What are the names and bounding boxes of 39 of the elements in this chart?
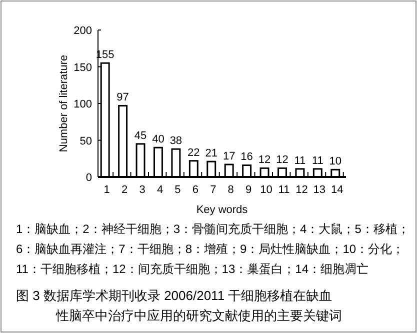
data-label: 12 — [258, 154, 271, 166]
y-tick-label: 150 — [74, 62, 92, 74]
x-tick-label: 7 — [210, 184, 216, 196]
y-tick-label: 100 — [74, 98, 92, 110]
data-label: 38 — [170, 135, 182, 148]
x-tick-label: 3 — [139, 184, 146, 196]
text: 性脑卒中治疗中应用的研究文献使用的主要关键词 — [55, 308, 342, 323]
caption: 图 3 数据库学术期刊收录 2006/2011 干细胞移植在缺血 — [16, 288, 332, 303]
data-label: 21 — [205, 148, 218, 160]
data-label: 11 — [312, 154, 324, 167]
x-tick-label: 10 — [260, 184, 272, 196]
y-axis-title: Number of literature — [58, 54, 70, 152]
data-label: 17 — [222, 150, 236, 163]
y-tick-label: 0 — [86, 172, 92, 184]
data-label: 97 — [116, 92, 129, 104]
x-tick-label: 12 — [296, 184, 308, 196]
x-tick-label: 4 — [156, 184, 164, 196]
data-label: 12 — [276, 154, 288, 166]
x-tick-label: 11 — [278, 184, 290, 196]
x-tick-label: 1 — [104, 184, 110, 196]
x-tick-label: 2 — [122, 184, 128, 196]
x-tick-label: 8 — [228, 184, 234, 196]
data-label: 11 — [294, 154, 306, 167]
x-tick-label: 9 — [246, 184, 252, 196]
x-tick-label: 13 — [313, 184, 326, 196]
x-axis-title: Key words — [196, 204, 248, 216]
y-tick-label: 50 — [80, 135, 92, 148]
x-tick-label: 6 — [192, 184, 198, 196]
text: 1：脑缺血；2：神经干细胞；3：骨髓间充质干细胞；4：大鼠；5：移植； — [16, 222, 410, 236]
data-label: 10 — [329, 156, 342, 168]
text: 11：干细胞移植；12：间充质干细胞；13：巢蛋白；14：细胞凋亡 — [16, 262, 368, 276]
data-label: 22 — [188, 146, 200, 159]
data-label: 16 — [240, 151, 253, 164]
data-label: 40 — [152, 134, 164, 146]
y-tick-label: 200 — [74, 25, 92, 37]
data-label: 45 — [134, 130, 147, 142]
x-tick-label: 14 — [331, 184, 344, 196]
x-tick-label: 5 — [174, 184, 181, 196]
text: 6：脑缺血再灌注；7：干细胞；8：增殖；9：局灶性脑缺血；10：分化； — [16, 242, 404, 256]
